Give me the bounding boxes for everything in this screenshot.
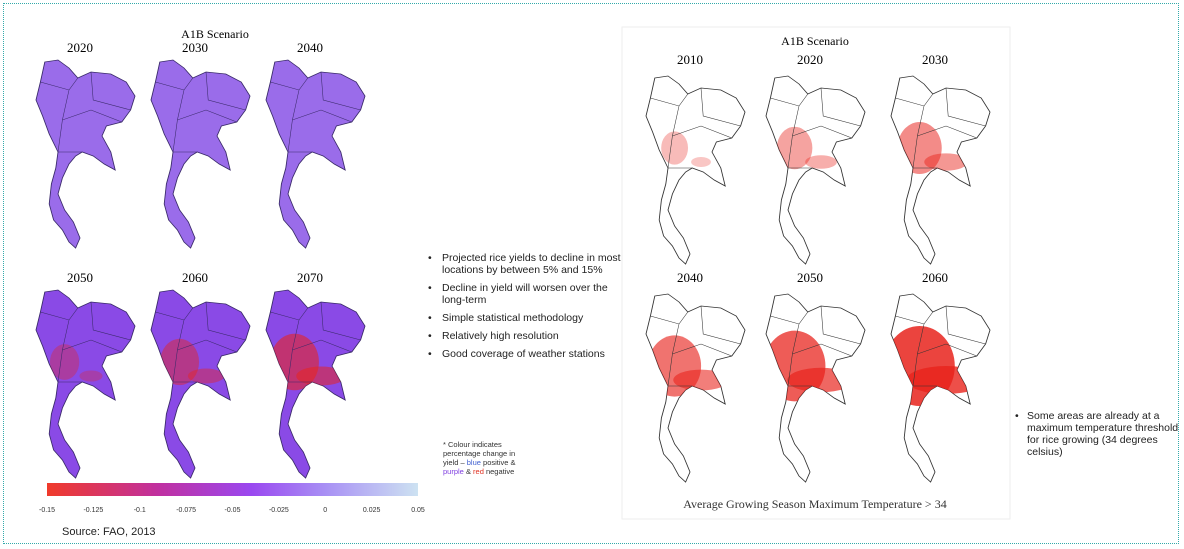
year-label: 2060	[922, 270, 948, 285]
right-title: A1B Scenario	[781, 34, 849, 48]
map-shape	[266, 60, 365, 248]
footnote-purple: purple	[443, 467, 464, 476]
map-shape	[36, 290, 135, 478]
map	[151, 60, 250, 248]
map-shape	[151, 290, 250, 478]
bullet: Good coverage of weather stations	[428, 348, 623, 360]
map-hotspot	[296, 367, 346, 386]
footnote-text: negative	[484, 467, 514, 476]
footnote-red: red	[473, 467, 484, 476]
colorbar-tick-label: -0.05	[225, 507, 241, 514]
bullet: Relatively high resolution	[428, 330, 623, 342]
footnote-text: positive &	[481, 458, 516, 467]
footnote-blue: blue	[467, 458, 481, 467]
map-hotspot	[691, 157, 711, 167]
year-label: 2040	[677, 270, 703, 285]
source: Source: FAO, 2013	[62, 526, 156, 538]
year-label: 2040	[297, 40, 323, 55]
bullet-list: Projected rice yields to decline in most…	[428, 252, 623, 366]
year-label: 2070	[297, 270, 323, 285]
left-title: A1B Scenario	[181, 27, 249, 41]
colorbar-tick-label: 0.05	[411, 507, 425, 514]
colorbar-tick-label: -0.025	[269, 507, 289, 514]
year-label: 2010	[677, 52, 703, 67]
right-caption: Average Growing Season Maximum Temperatu…	[683, 497, 946, 511]
colorbar-tick-label: 0	[323, 507, 327, 514]
map-hotspot	[188, 369, 224, 384]
map	[36, 60, 135, 248]
map	[151, 290, 250, 478]
bullet: Decline in yield will worsen over the lo…	[428, 282, 623, 306]
bullet: Simple statistical methodology	[428, 312, 623, 324]
year-label: 2050	[797, 270, 823, 285]
year-label: 2030	[182, 40, 208, 55]
year-label: 2020	[67, 40, 93, 55]
bullet: Projected rice yields to decline in most…	[428, 252, 623, 276]
colorbar-tick-label: -0.075	[176, 507, 196, 514]
footnote-text: &	[464, 467, 473, 476]
map	[36, 290, 135, 478]
map-shape	[36, 60, 135, 248]
colorbar-tick-label: 0.025	[363, 507, 381, 514]
year-label: 2050	[67, 270, 93, 285]
footnote: * Colour indicates percentage change in …	[443, 440, 528, 476]
map-hotspot	[79, 371, 102, 382]
map	[266, 60, 365, 248]
colorbar-tick-label: -0.1	[134, 507, 146, 514]
map	[266, 290, 365, 478]
side-note: Some areas are already at a maximum temp…	[1015, 410, 1184, 458]
colorbar	[47, 483, 418, 496]
map-shape	[266, 290, 365, 478]
colorbar-tick-label: -0.125	[83, 507, 103, 514]
colorbar-tick-label: -0.15	[39, 507, 55, 514]
year-label: 2060	[182, 270, 208, 285]
map-hotspot	[661, 131, 688, 164]
year-label: 2020	[797, 52, 823, 67]
map-hotspot	[805, 155, 837, 169]
year-label: 2030	[922, 52, 948, 67]
map-shape	[151, 60, 250, 248]
